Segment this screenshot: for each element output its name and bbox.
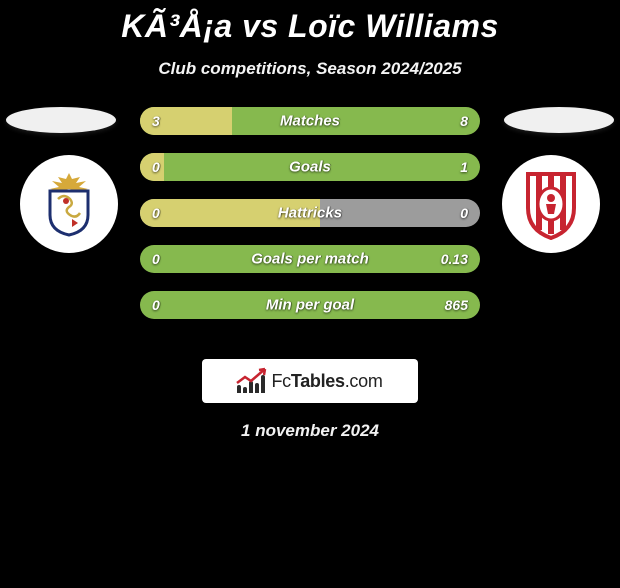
stat-right-value: 8 (460, 113, 468, 129)
logo-text: FcTables.com (271, 371, 382, 392)
stat-left-value: 0 (152, 297, 160, 313)
stat-label: Goals per match (140, 251, 480, 268)
club-badge-left (20, 155, 118, 253)
stat-label: Min per goal (140, 297, 480, 314)
zaragoza-crest-icon (42, 171, 96, 237)
logo-chart-icon (237, 369, 265, 393)
page-subtitle: Club competitions, Season 2024/2025 (0, 59, 620, 79)
stat-right-value: 0 (460, 205, 468, 221)
stat-bar-goals: 0 Goals 1 (140, 153, 480, 181)
player-avatar-right (504, 107, 614, 133)
stat-right-value: 865 (445, 297, 468, 313)
granada-crest-icon (522, 168, 580, 240)
page-title: KÃ³Å¡a vs Loïc Williams (0, 8, 620, 45)
stat-right-value: 1 (460, 159, 468, 175)
stat-bar-matches: 3 Matches 8 (140, 107, 480, 135)
stat-right-value: 0.13 (441, 251, 468, 267)
stat-bar-goals-per-match: 0 Goals per match 0.13 (140, 245, 480, 273)
stat-bar-min-per-goal: 0 Min per goal 865 (140, 291, 480, 319)
stat-bar-hattricks: 0 Hattricks 0 (140, 199, 480, 227)
bar-fill (140, 199, 320, 227)
snapshot-date: 1 november 2024 (0, 421, 620, 441)
stat-label: Goals (140, 159, 480, 176)
club-badge-right (502, 155, 600, 253)
comparison-panel: 3 Matches 8 0 Goals 1 0 Hattricks 0 0 Go… (0, 107, 620, 337)
bar-fill (140, 107, 232, 135)
bar-fill (140, 153, 164, 181)
player-avatar-left (6, 107, 116, 133)
fctables-logo-link[interactable]: FcTables.com (202, 359, 418, 403)
stat-left-value: 0 (152, 251, 160, 267)
stat-bars: 3 Matches 8 0 Goals 1 0 Hattricks 0 0 Go… (140, 107, 480, 319)
